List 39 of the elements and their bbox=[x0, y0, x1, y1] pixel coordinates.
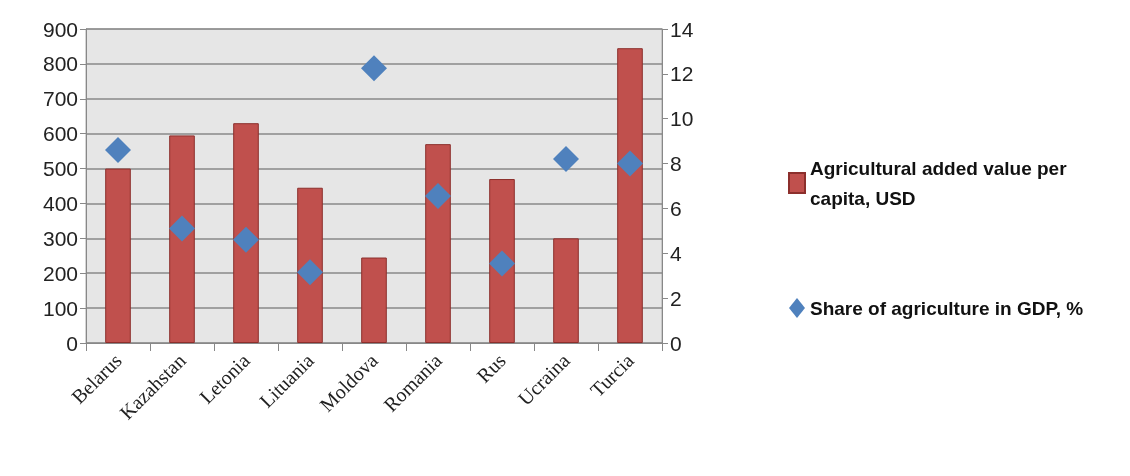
bar bbox=[169, 135, 195, 343]
point bbox=[297, 259, 323, 286]
legend-label: Share of agriculture in GDP, % bbox=[810, 297, 1084, 319]
y-tick-label: 0 bbox=[66, 331, 78, 355]
point bbox=[553, 146, 579, 173]
point bbox=[105, 137, 131, 164]
bar bbox=[553, 238, 579, 343]
bar bbox=[361, 257, 387, 343]
y-tick-label: 500 bbox=[42, 157, 78, 181]
y2-tick-label: 4 bbox=[670, 241, 682, 265]
bar bbox=[425, 144, 451, 343]
y-tick-label: 900 bbox=[42, 17, 78, 41]
bar bbox=[105, 168, 131, 343]
y2-tick-label: 6 bbox=[670, 196, 682, 220]
y-tick-label: 100 bbox=[42, 296, 78, 320]
y-tick-label: 300 bbox=[42, 226, 78, 250]
bar bbox=[617, 48, 643, 343]
bar bbox=[233, 123, 259, 343]
x-tick-label: Rus bbox=[472, 349, 510, 387]
y-tick-label: 800 bbox=[42, 52, 78, 76]
point bbox=[233, 226, 259, 253]
y-tick-label: 700 bbox=[42, 87, 78, 111]
bar bbox=[489, 179, 515, 343]
y2-tick-label: 14 bbox=[670, 17, 694, 41]
y2-tick-label: 10 bbox=[670, 107, 694, 131]
point bbox=[361, 55, 387, 82]
y2-tick-label: 8 bbox=[670, 152, 682, 176]
point bbox=[489, 250, 515, 277]
y2-tick-label: 0 bbox=[670, 331, 682, 355]
point bbox=[169, 215, 195, 242]
point bbox=[617, 150, 643, 177]
point bbox=[425, 183, 451, 210]
y-tick-label: 600 bbox=[42, 122, 78, 146]
bar bbox=[297, 187, 323, 343]
y-tick-label: 200 bbox=[42, 261, 78, 285]
y-tick-label: 400 bbox=[42, 191, 78, 215]
y2-tick-label: 2 bbox=[670, 286, 682, 310]
y2-tick-label: 12 bbox=[670, 62, 694, 86]
legend-label: Agricultural added value per capita, USD bbox=[810, 157, 1072, 209]
